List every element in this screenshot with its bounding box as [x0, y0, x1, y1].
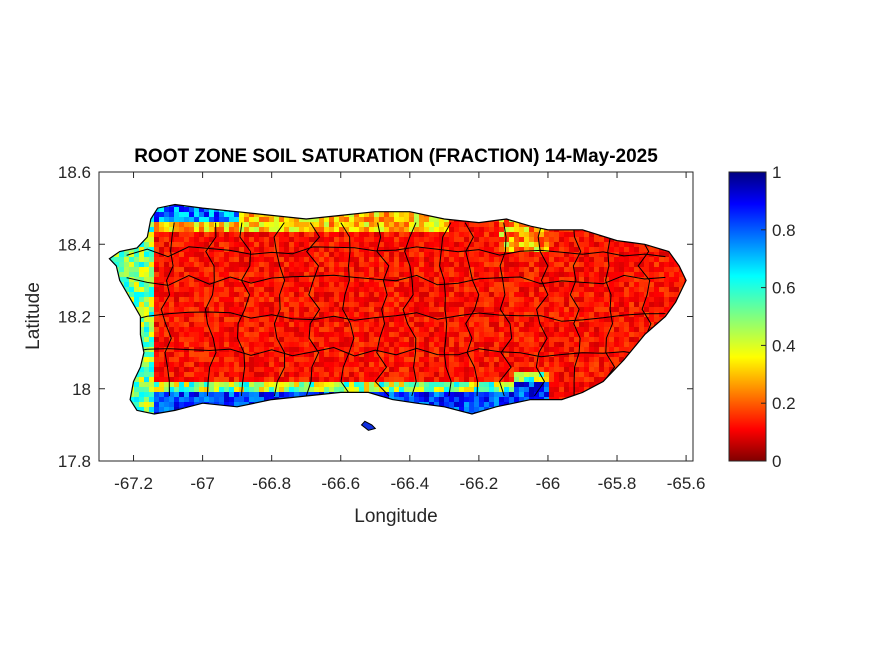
x-axis-label: Longitude [354, 506, 437, 527]
x-tick-label: -66 [536, 474, 561, 493]
x-tick-label: -66.2 [460, 474, 499, 493]
colorbar-tick-label: 0.4 [772, 336, 796, 355]
y-axis: 17.8 18 18.2 18.4 18.6 [58, 163, 693, 471]
caja-de-muerto-islet [360, 420, 377, 431]
colorbar-tick-label: 0.8 [772, 221, 796, 240]
x-axis: -67.2 -67 -66.8 -66.6 -66.4 -66.2 -66 -65.8 -65.… [114, 172, 705, 493]
x-tick-label: -66.8 [252, 474, 291, 493]
colorbar-tick-label: 1 [772, 163, 781, 182]
y-axis-label: Latitude [23, 282, 44, 350]
municipal-border [499, 222, 513, 397]
y-tick-label: 18 [72, 380, 91, 399]
municipal-borders [126, 222, 666, 397]
x-tick-label: -67 [190, 474, 215, 493]
municipal-border [273, 222, 286, 397]
municipal-border [204, 222, 217, 397]
municipal-border [533, 222, 549, 397]
colorbar-gradient [728, 171, 767, 462]
x-tick-label: -66.4 [390, 474, 429, 493]
island-outline [108, 203, 687, 415]
municipal-border [236, 222, 252, 397]
x-tick-label: -65.8 [598, 474, 637, 493]
municipal-border [160, 222, 175, 397]
municipal-border [464, 222, 480, 397]
municipal-border [126, 274, 666, 286]
municipal-border [126, 346, 666, 358]
municipal-border [374, 222, 390, 397]
municipal-border [305, 222, 321, 397]
municipal-border [126, 311, 666, 322]
municipal-border [402, 222, 417, 397]
y-tick-label: 18.6 [58, 163, 91, 182]
municipal-border [126, 246, 666, 258]
y-tick-label: 18.4 [58, 235, 91, 254]
x-tick-label: -67.2 [114, 474, 153, 493]
y-tick-label: 17.8 [58, 452, 91, 471]
colorbar: 0 0.2 0.4 0.6 0.8 1 [728, 163, 796, 471]
municipal-border [569, 222, 582, 396]
chart-title: ROOT ZONE SOIL SATURATION (FRACTION) 14-… [134, 146, 658, 167]
x-tick-label: -65.6 [667, 474, 706, 493]
colorbar-tick-label: 0.6 [772, 279, 796, 298]
colorbar-tick-label: 0 [772, 452, 781, 471]
x-tick-label: -66.6 [321, 474, 360, 493]
municipal-border [603, 222, 616, 397]
municipal-border [439, 222, 452, 397]
municipal-border [340, 222, 355, 397]
colorbar-tick-label: 0.2 [772, 394, 796, 413]
colorbar-ticks: 0 0.2 0.4 0.6 0.8 1 [761, 163, 796, 471]
y-tick-label: 18.2 [58, 308, 91, 327]
